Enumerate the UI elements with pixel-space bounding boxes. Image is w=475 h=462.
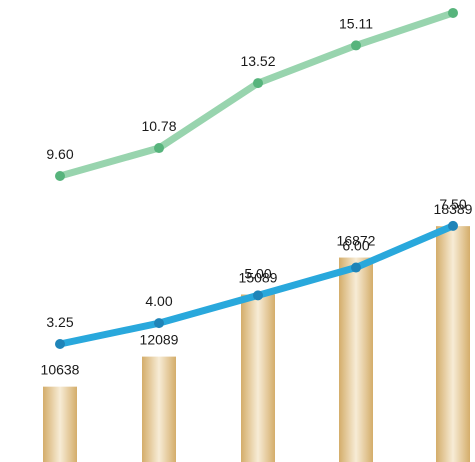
- bar-value-label: 16872: [337, 233, 376, 249]
- bar: [339, 257, 373, 462]
- data-point: [351, 262, 361, 273]
- line-value-label: 6.00: [342, 238, 369, 254]
- data-point: [253, 290, 263, 301]
- data-point: [448, 7, 458, 18]
- line-value-label: 7.50: [439, 196, 466, 212]
- line-value-label: 15.11: [339, 15, 373, 31]
- line-value-label: 9.60: [46, 146, 73, 162]
- line-value-label: 10.78: [141, 118, 176, 134]
- bar-series: [43, 226, 470, 462]
- line-value-label: 3.25: [46, 314, 73, 330]
- bar-value-label: 18389: [434, 201, 473, 217]
- bar: [43, 386, 77, 462]
- series-line: [56, 9, 457, 180]
- bar-value-label: 12089: [140, 332, 179, 348]
- bar: [241, 294, 275, 462]
- bar: [436, 226, 470, 462]
- bar-value-label: 15089: [239, 269, 278, 285]
- data-point: [55, 171, 65, 181]
- data-point: [351, 40, 361, 51]
- line-value-label: 5.00: [244, 265, 271, 281]
- data-point: [154, 143, 164, 154]
- data-point: [154, 318, 164, 329]
- bar: [142, 356, 176, 462]
- bar-value-label: 10638: [41, 362, 80, 378]
- data-point: [253, 78, 263, 89]
- data-point: [55, 339, 65, 349]
- line-value-label: 13.52: [240, 53, 275, 69]
- line-series-group: [55, 7, 458, 349]
- line-value-labels: 9.6010.7813.5215.1116.483.254.005.006.00…: [46, 15, 466, 330]
- line-value-label: 4.00: [145, 293, 172, 309]
- data-point: [448, 220, 458, 231]
- bar-value-labels: 10638 12089 15089 16872 18389: [41, 201, 473, 378]
